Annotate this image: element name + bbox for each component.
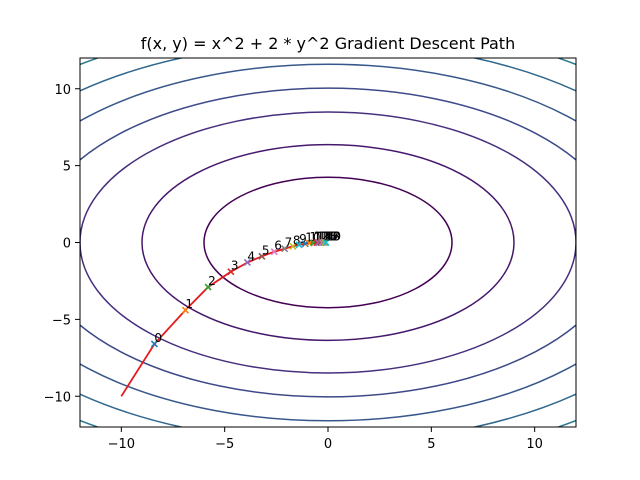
step-marker-8 <box>289 242 297 250</box>
step-marker-9 <box>295 241 303 249</box>
y-tick-label: −10 <box>44 390 71 405</box>
x-tick-label: −5 <box>215 437 234 452</box>
step-marker-0 <box>150 340 158 348</box>
step-marker-1 <box>181 306 189 314</box>
contour-level-0 <box>203 176 453 309</box>
step-label-6: 6 <box>274 239 282 253</box>
step-marker-5 <box>258 252 266 260</box>
step-marker-19 <box>322 238 330 247</box>
step-label-5: 5 <box>262 243 270 257</box>
step-label-0: 0 <box>154 331 162 345</box>
y-tick-label: 0 <box>63 237 71 252</box>
x-axis: −10 −5 0 5 10 <box>108 427 543 452</box>
step-label-3: 3 <box>231 259 239 273</box>
y-tick-label: 5 <box>63 160 71 175</box>
step-marker-2 <box>204 283 212 291</box>
step-marker-4 <box>243 258 251 267</box>
step-label-8: 8 <box>293 233 301 247</box>
step-label-4: 4 <box>247 249 255 263</box>
x-tick-label: −10 <box>108 437 135 452</box>
x-tick-label: 0 <box>324 437 332 452</box>
descent-path-layer <box>120 241 326 397</box>
step-label-19: 19 <box>326 230 341 244</box>
x-tick-label: 5 <box>427 437 435 452</box>
y-axis: −10 −5 0 5 10 <box>44 83 80 405</box>
descent-path-line <box>120 241 326 397</box>
step-marker-6 <box>270 248 278 256</box>
contour-level-2 <box>80 111 576 374</box>
step-label-7: 7 <box>285 236 293 250</box>
step-marker-7 <box>281 245 289 253</box>
y-tick-label: −5 <box>52 313 71 328</box>
step-label-2: 2 <box>208 274 216 288</box>
step-label-9: 9 <box>299 232 307 246</box>
contour-level-4 <box>80 63 576 422</box>
step-label-1: 1 <box>185 297 193 311</box>
contour-level-1 <box>141 143 515 342</box>
x-tick-label: 10 <box>526 437 543 452</box>
contour-level-3 <box>80 87 576 398</box>
y-tick-label: 10 <box>54 83 71 98</box>
chart-title: f(x, y) = x^2 + 2 * y^2 Gradient Descent… <box>141 34 515 53</box>
step-marker-3 <box>227 268 235 276</box>
